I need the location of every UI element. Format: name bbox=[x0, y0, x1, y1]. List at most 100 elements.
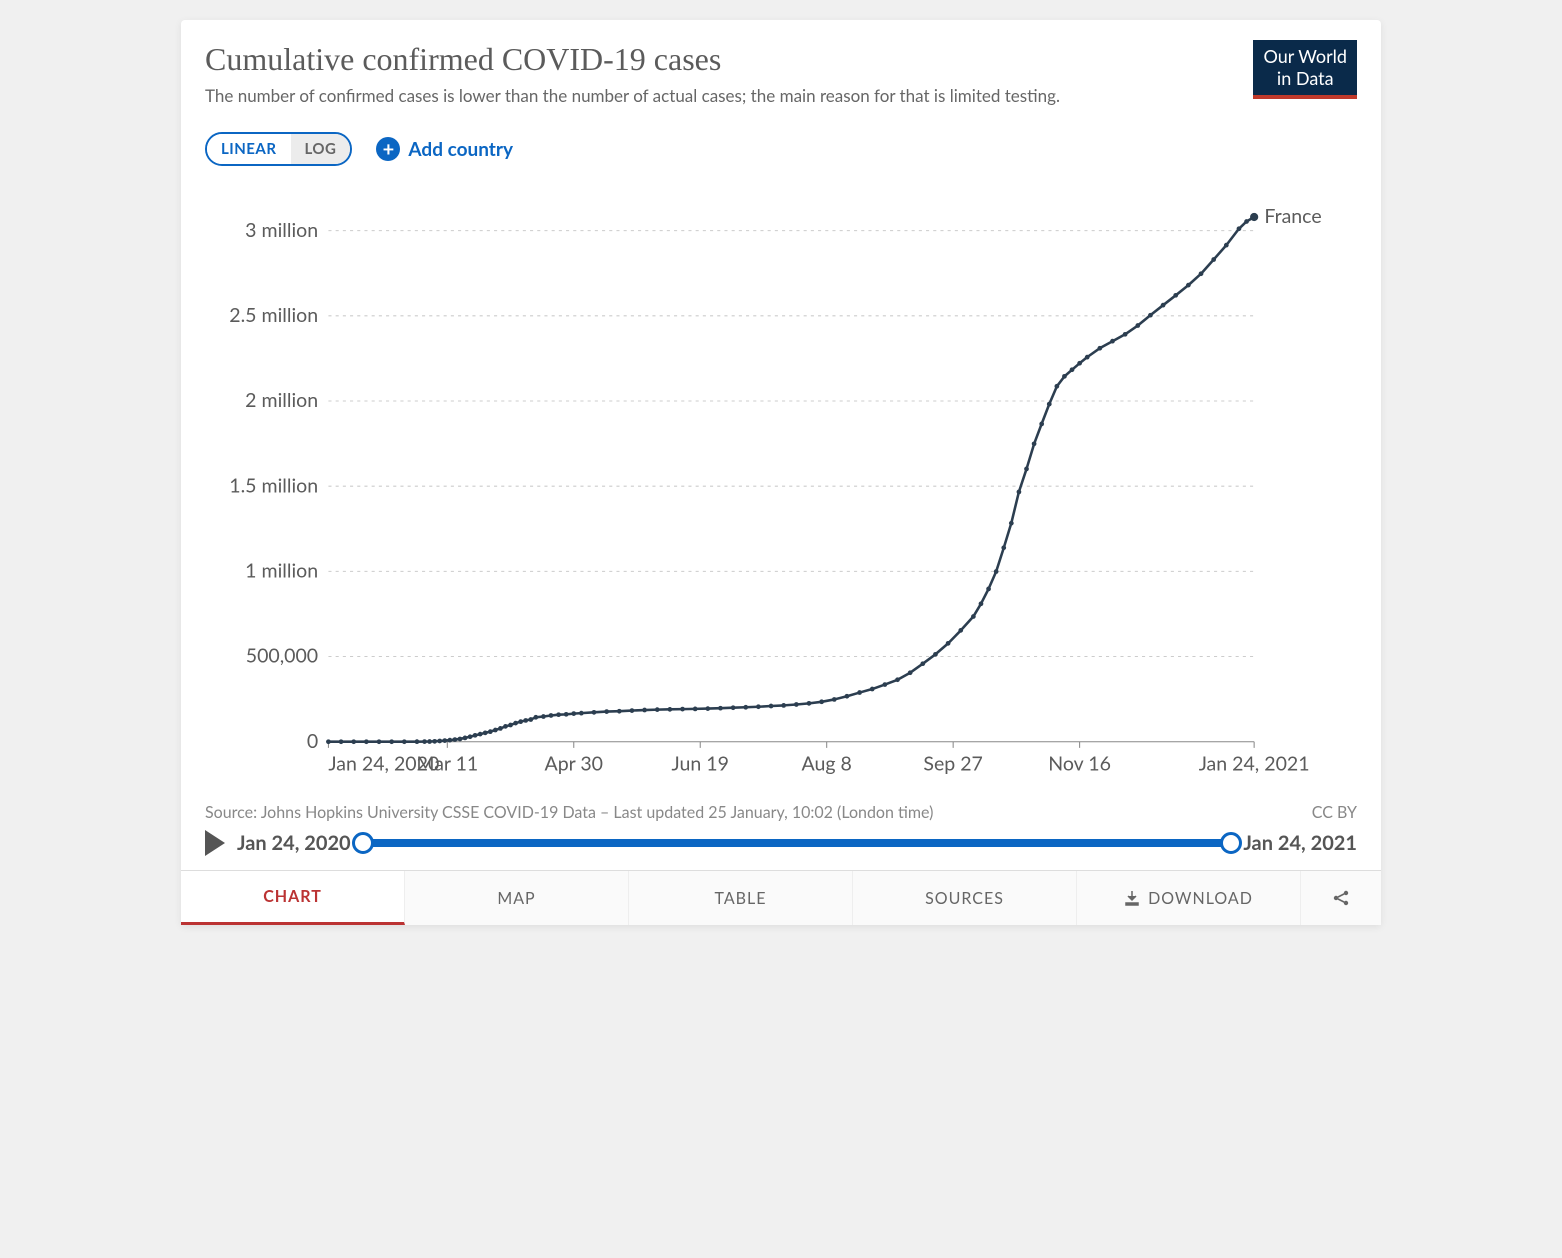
series-dot bbox=[503, 724, 508, 729]
share-icon bbox=[1332, 889, 1350, 907]
tab-map[interactable]: MAP bbox=[405, 871, 629, 925]
x-tick-label: Apr 30 bbox=[545, 753, 604, 776]
series-dot bbox=[680, 707, 685, 712]
series-dot bbox=[1237, 227, 1242, 232]
series-dot bbox=[339, 740, 344, 745]
series-dot bbox=[493, 728, 498, 733]
series-dot bbox=[1173, 293, 1178, 298]
series-dot bbox=[442, 738, 447, 743]
series-dot bbox=[769, 704, 774, 709]
series-dot bbox=[364, 740, 369, 745]
series-dot bbox=[432, 739, 437, 744]
controls-row: LINEAR LOG + Add country bbox=[205, 132, 1357, 166]
series-dot bbox=[845, 694, 850, 699]
series-dot bbox=[556, 713, 561, 718]
series-dot bbox=[473, 733, 478, 738]
series-dot bbox=[693, 707, 698, 712]
series-dot bbox=[718, 706, 723, 711]
series-dot bbox=[1077, 361, 1082, 366]
series-dot bbox=[483, 731, 488, 736]
timeline-end-label: Jan 24, 2021 bbox=[1243, 831, 1357, 855]
series-dot bbox=[1009, 521, 1014, 526]
chart-area[interactable]: 0500,0001 million1.5 million2 million2.5… bbox=[205, 176, 1357, 793]
series-dot bbox=[617, 709, 622, 714]
series-dot bbox=[1001, 546, 1006, 551]
series-dot bbox=[870, 687, 875, 692]
series-dot bbox=[533, 715, 538, 720]
tabs-row: CHARTMAP TABLE SOURCES DOWNLOAD bbox=[181, 870, 1381, 925]
series-dot bbox=[1199, 272, 1204, 277]
series-dot bbox=[592, 710, 597, 715]
license-text[interactable]: CC BY bbox=[1312, 803, 1357, 822]
chart-svg: 0500,0001 million1.5 million2 million2.5… bbox=[205, 176, 1357, 793]
series-dot bbox=[1032, 442, 1037, 447]
series-dot bbox=[1110, 339, 1115, 344]
series-dot bbox=[819, 700, 824, 705]
add-country-label: Add country bbox=[408, 138, 513, 161]
series-dot bbox=[794, 702, 799, 707]
series-dot bbox=[422, 739, 427, 744]
series-dot bbox=[415, 739, 420, 744]
y-tick-label: 3 million bbox=[245, 219, 318, 242]
owid-logo[interactable]: Our World in Data bbox=[1253, 40, 1357, 99]
x-tick-label: Jan 24, 2021 bbox=[1199, 753, 1310, 776]
chart-card: Cumulative confirmed COVID-19 cases The … bbox=[181, 20, 1381, 925]
series-dot bbox=[1186, 283, 1191, 288]
series-dot bbox=[655, 707, 660, 712]
timeline-start-label: Jan 24, 2020 bbox=[237, 831, 351, 855]
series-end-marker bbox=[1250, 213, 1258, 221]
series-dot bbox=[447, 738, 452, 743]
timeline: Jan 24, 2020 Jan 24, 2021 bbox=[205, 830, 1357, 856]
series-line-france[interactable] bbox=[328, 217, 1254, 742]
tab-download[interactable]: DOWNLOAD bbox=[1077, 871, 1301, 925]
series-dot bbox=[1070, 368, 1075, 373]
series-dot bbox=[920, 662, 925, 667]
series-dot bbox=[971, 614, 976, 619]
timeline-handle-start[interactable] bbox=[352, 832, 374, 854]
y-tick-label: 500,000 bbox=[246, 645, 318, 668]
y-tick-label: 1 million bbox=[245, 560, 318, 583]
logo-line2: in Data bbox=[1263, 68, 1347, 90]
source-text: Source: Johns Hopkins University CSSE CO… bbox=[205, 803, 933, 822]
series-label-france[interactable]: France bbox=[1264, 205, 1321, 228]
series-dot bbox=[946, 641, 951, 646]
tab-share[interactable] bbox=[1301, 871, 1381, 925]
series-dot bbox=[933, 652, 938, 657]
series-dot bbox=[478, 732, 483, 737]
series-dot bbox=[832, 697, 837, 702]
x-tick-label: Jun 19 bbox=[672, 753, 729, 776]
tab-sources[interactable]: SOURCES bbox=[853, 871, 1077, 925]
series-dot bbox=[458, 737, 463, 742]
series-dot bbox=[326, 740, 331, 745]
series-dot bbox=[857, 690, 862, 695]
series-dot bbox=[1135, 323, 1140, 328]
series-dot bbox=[668, 707, 673, 712]
series-dot bbox=[1024, 467, 1029, 472]
y-tick-label: 2 million bbox=[245, 389, 318, 412]
series-dot bbox=[518, 719, 523, 724]
linear-button[interactable]: LINEAR bbox=[207, 134, 291, 164]
timeline-handle-end[interactable] bbox=[1220, 832, 1242, 854]
x-tick-label: Mar 11 bbox=[416, 753, 478, 776]
y-tick-label: 0 bbox=[307, 730, 318, 753]
series-dot bbox=[1054, 384, 1059, 389]
series-dot bbox=[488, 729, 493, 734]
play-button[interactable] bbox=[205, 830, 225, 856]
tab-label: TABLE bbox=[715, 889, 767, 908]
series-dot bbox=[571, 711, 576, 716]
series-dot bbox=[895, 678, 900, 683]
series-dot bbox=[402, 740, 407, 745]
series-dot bbox=[908, 671, 913, 676]
tab-label: DOWNLOAD bbox=[1148, 889, 1253, 908]
scale-toggle: LINEAR LOG bbox=[205, 132, 352, 166]
series-dot bbox=[1123, 332, 1128, 337]
tab-chart[interactable]: CHART bbox=[181, 871, 405, 925]
add-country-button[interactable]: + Add country bbox=[376, 137, 513, 161]
series-dot bbox=[1047, 402, 1052, 407]
tab-table[interactable]: TABLE bbox=[629, 871, 853, 925]
log-button[interactable]: LOG bbox=[291, 134, 351, 164]
timeline-track[interactable] bbox=[363, 839, 1232, 847]
x-tick-label: Nov 16 bbox=[1048, 753, 1111, 776]
series-dot bbox=[1224, 243, 1229, 248]
y-tick-label: 2.5 million bbox=[229, 304, 318, 327]
